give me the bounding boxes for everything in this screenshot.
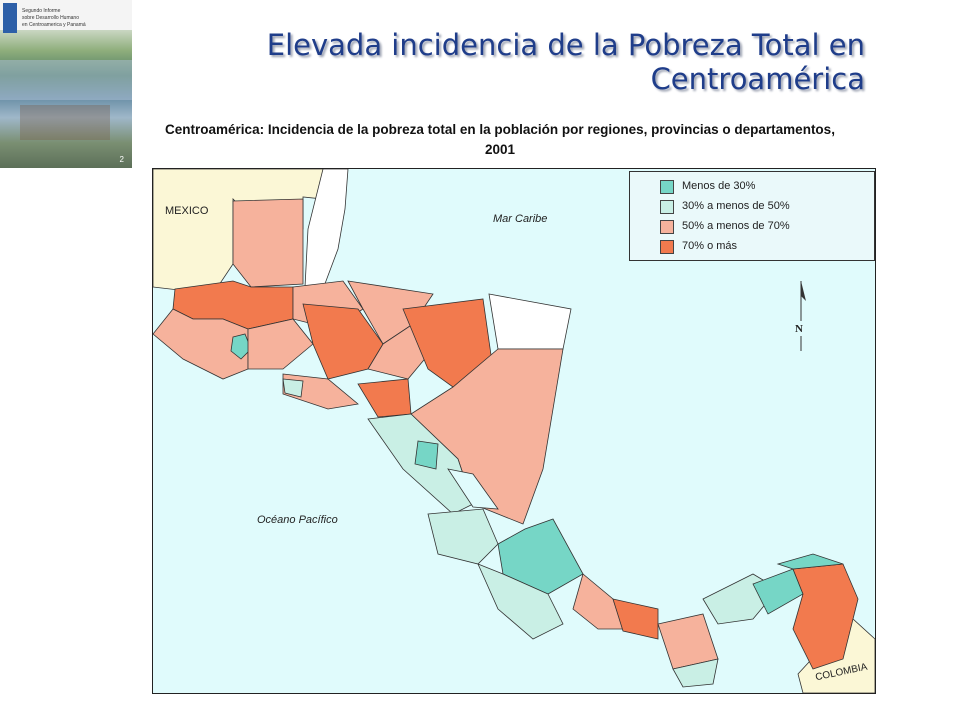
legend-swatch bbox=[660, 180, 674, 194]
report-cover-thumbnail: Segundo Informe sobre Desarrollo Humano … bbox=[0, 0, 132, 168]
north-arrow: N bbox=[791, 281, 811, 351]
legend-label: 70% o más bbox=[682, 240, 738, 252]
slide-title: Elevada incidencia de la Pobreza Total e… bbox=[266, 28, 865, 96]
legend-label: 30% a menos de 50% bbox=[682, 200, 790, 212]
legend-swatch bbox=[660, 220, 674, 234]
undp-logo bbox=[3, 3, 17, 33]
cover-line: sobre Desarrollo Humano bbox=[22, 15, 79, 21]
costa-rica-guanacaste bbox=[427, 508, 499, 565]
label-pacific: Océano Pacífico bbox=[257, 514, 338, 526]
map-legend: Menos de 30% 30% a menos de 50% 50% a me… bbox=[629, 171, 875, 261]
managua bbox=[414, 440, 439, 470]
legend-label: 50% a menos de 70% bbox=[682, 220, 790, 232]
poverty-map: Menos de 30% 30% a menos de 50% 50% a me… bbox=[152, 168, 876, 694]
guatemala-city bbox=[230, 333, 252, 360]
north-arrow-icon bbox=[800, 281, 806, 351]
honduras-gracias-a-dios bbox=[488, 293, 572, 350]
north-label: N bbox=[795, 323, 803, 335]
costa-rica-puntarenas bbox=[477, 563, 564, 640]
label-caribbean: Mar Caribe bbox=[493, 213, 548, 225]
legend-swatch bbox=[660, 200, 674, 214]
panama-colon bbox=[776, 553, 844, 570]
map-subtitle: Centroamérica: Incidencia de la pobreza … bbox=[165, 122, 835, 157]
cover-page-number: 2 bbox=[119, 155, 124, 164]
guatemala-peten bbox=[232, 198, 304, 288]
el-salvador-west bbox=[282, 378, 304, 398]
panama-los-santos bbox=[672, 658, 719, 688]
panama-darien bbox=[792, 563, 859, 670]
honduras-south bbox=[357, 378, 412, 418]
label-mexico: MEXICO bbox=[165, 205, 209, 217]
lago-nicaragua bbox=[447, 468, 499, 510]
cover-line: Segundo Informe bbox=[22, 8, 61, 14]
panama-ngobe bbox=[612, 598, 659, 640]
cover-line: en Centroamerica y Panamá bbox=[22, 22, 86, 28]
legend-swatch bbox=[660, 240, 674, 254]
panama-bocas bbox=[572, 573, 624, 630]
belize-land bbox=[304, 169, 349, 290]
map-canvas bbox=[153, 169, 875, 693]
legend-label: Menos de 30% bbox=[682, 180, 756, 192]
guatemala-center bbox=[247, 318, 314, 370]
